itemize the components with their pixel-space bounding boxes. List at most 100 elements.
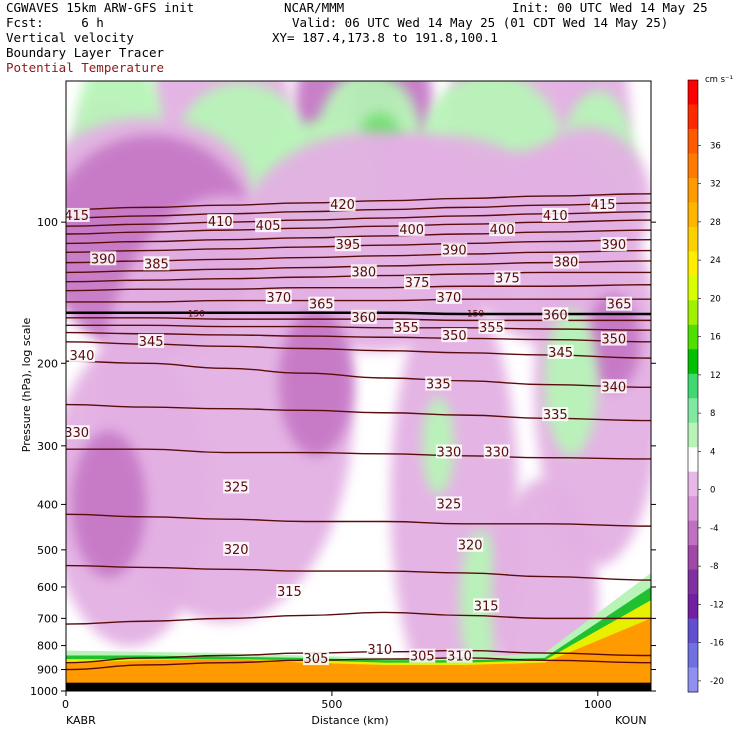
colorbar-swatch-9 xyxy=(688,300,698,326)
colorbar-tick-label-10: -4 xyxy=(710,524,718,534)
theta-contour-315 xyxy=(66,611,651,625)
contour-label-bg-22 xyxy=(542,307,569,322)
theta-contour-330 xyxy=(66,448,651,460)
contour-label-bg-26 xyxy=(600,331,627,346)
contour-label-bg-40 xyxy=(276,584,303,599)
contour-label-bg-6 xyxy=(542,207,569,222)
colorbar-swatch-13 xyxy=(688,398,698,424)
theta-contour-340 xyxy=(66,360,651,388)
contour-label-bg-16 xyxy=(494,270,521,285)
model-title: CGWAVES 15km ARW-GFS init xyxy=(6,0,195,15)
colorbar-tick-label-0: 36 xyxy=(710,141,721,151)
colorbar-tick-label-13: -16 xyxy=(710,639,724,649)
right-station-label: KOUN xyxy=(615,714,647,727)
contour-label-bg-36 xyxy=(223,479,250,494)
y-tick-label-1000: 1000 xyxy=(30,685,58,698)
contour-label-400: 400 xyxy=(490,223,515,238)
contour-label-bg-42 xyxy=(366,642,393,657)
colorbar-swatch-3 xyxy=(688,153,698,179)
contour-label-bg-28 xyxy=(547,344,574,359)
contour-label-380: 380 xyxy=(553,256,578,271)
colorbar-tick-label-11: -8 xyxy=(710,562,718,572)
contour-label-355: 355 xyxy=(479,321,504,336)
contour-label-bg-10 xyxy=(334,237,361,252)
contour-label-365: 365 xyxy=(309,298,334,313)
contour-label-355: 355 xyxy=(394,321,419,336)
colorbar-units: cm s⁻¹ xyxy=(705,75,733,85)
contour-label-370: 370 xyxy=(436,291,461,306)
y-tick-label-300: 300 xyxy=(37,440,58,453)
colorbar-swatch-14 xyxy=(688,422,698,448)
contour-label-bg-2 xyxy=(255,218,282,233)
contour-label-bg-14 xyxy=(350,264,377,279)
contour-label-bg-45 xyxy=(409,648,436,663)
contour-label-bg-11 xyxy=(441,242,468,257)
colorbar-swatch-2 xyxy=(688,128,698,154)
colorbar-swatch-8 xyxy=(688,275,698,301)
y-axis-label: Pressure (hPa), log scale xyxy=(20,318,33,453)
contour-label-bg-5 xyxy=(489,222,516,237)
x-axis-label: Distance (km) xyxy=(311,714,388,727)
org-label: NCAR/MMM xyxy=(284,0,345,15)
y-tick-label-800: 800 xyxy=(37,640,58,653)
colorbar-swatch-10 xyxy=(688,324,698,350)
contour-label-335: 335 xyxy=(426,378,451,393)
contour-label-305: 305 xyxy=(304,652,329,667)
contour-label-bg-41 xyxy=(473,598,500,613)
theta-contour-385 xyxy=(66,260,651,274)
colorbar-swatch-23 xyxy=(688,643,698,669)
x-tick-label-500: 500 xyxy=(321,698,342,711)
contour-labels: 415 410 405 420 400 400 410 415 390 385 395 390 380 3… xyxy=(64,197,633,667)
contour-label-410: 410 xyxy=(543,209,568,224)
left-station-label: KABR xyxy=(66,714,96,727)
velocity-region-26 xyxy=(544,309,598,456)
contour-label-bg-25 xyxy=(441,328,468,343)
contour-label-385: 385 xyxy=(144,257,169,272)
contour-label-405: 405 xyxy=(256,219,281,234)
theta-contour-350 xyxy=(66,331,651,343)
contour-label-345: 345 xyxy=(548,346,573,361)
contour-label-325: 325 xyxy=(224,480,249,495)
colorbar-swatch-7 xyxy=(688,251,698,277)
axes: 100 200 300 400 500 600 700 800 900 1000 0 500 1000 xyxy=(30,216,656,711)
theta-contour-320 xyxy=(66,564,651,581)
contour-label-bg-43 xyxy=(446,648,473,663)
tropopause-label: 150 xyxy=(467,310,484,320)
contour-label-bg-37 xyxy=(435,496,462,511)
theta-contour-375 xyxy=(66,284,651,292)
contour-label-410: 410 xyxy=(208,215,233,230)
theta-contour-355 xyxy=(66,324,651,331)
theta-contour-305 xyxy=(66,657,651,671)
contour-label-bg-44 xyxy=(302,651,329,666)
colorbar-tick-label-4: 20 xyxy=(710,294,721,304)
contour-label-bg-31 xyxy=(425,376,452,391)
contour-label-bg-13 xyxy=(600,237,627,252)
contour-label-bg-20 xyxy=(606,296,633,311)
contour-label-415: 415 xyxy=(64,209,89,224)
colorbar-swatch-18 xyxy=(688,520,698,546)
contour-label-360: 360 xyxy=(351,311,376,326)
contour-label-bg-9 xyxy=(143,256,170,271)
forecast-hour: Fcst: 6 h xyxy=(6,15,104,30)
contour-label-310: 310 xyxy=(367,643,392,658)
contour-label-bg-4 xyxy=(398,222,425,237)
field-boundary-layer-tracer: Boundary Layer Tracer xyxy=(6,45,165,60)
contour-label-415: 415 xyxy=(591,198,616,213)
colorbar-swatch-19 xyxy=(688,545,698,571)
colorbar-tick-label-5: 16 xyxy=(710,333,721,343)
contour-label-325: 325 xyxy=(436,497,461,512)
colorbar-swatch-20 xyxy=(688,569,698,595)
contour-label-315: 315 xyxy=(474,599,499,614)
colorbar-swatch-1 xyxy=(688,104,698,130)
colorbar-tick-label-6: 12 xyxy=(710,371,721,381)
tropopause-label: 150 xyxy=(188,310,205,320)
contour-label-bg-3 xyxy=(329,197,356,212)
colorbar-tick-label-1: 32 xyxy=(710,180,721,190)
contour-label-330: 330 xyxy=(484,446,509,461)
contour-label-bg-18 xyxy=(308,296,335,311)
contour-label-395: 395 xyxy=(335,238,360,253)
contour-label-330: 330 xyxy=(436,446,461,461)
theta-contour-325 xyxy=(66,513,651,527)
contour-label-345: 345 xyxy=(139,335,164,350)
